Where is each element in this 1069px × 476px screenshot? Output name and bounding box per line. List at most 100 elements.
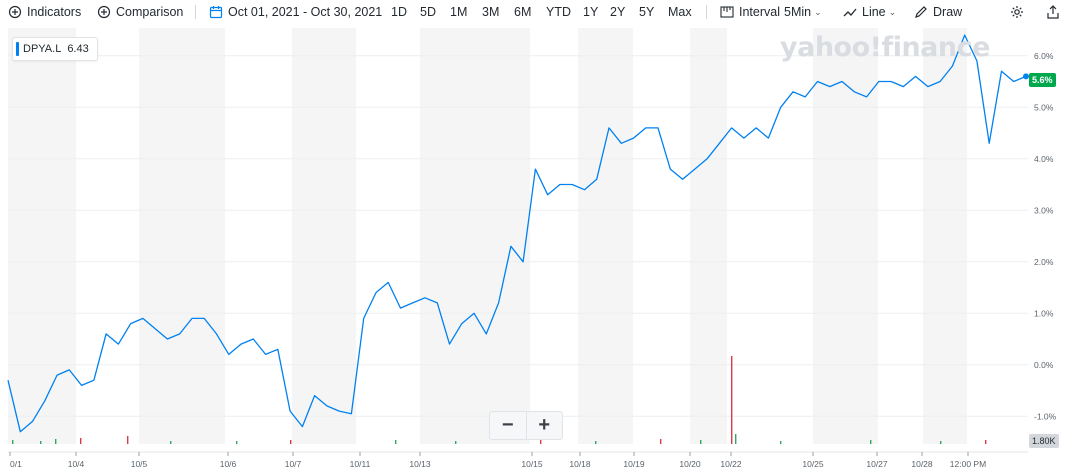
x-tick-label: 10/13 [409,459,431,469]
symbol-ticker: DPYA.L [23,43,62,55]
day-band [690,28,727,444]
chevron-down-icon: ⌄ [888,6,897,17]
interval-value: 5Min [784,5,812,19]
x-tick-label: 10/15 [521,459,543,469]
day-band [420,28,530,444]
plus-circle-icon [97,5,111,19]
volume-bar [700,440,702,444]
zoom-in-button[interactable]: + [538,414,551,436]
volume-bar [290,440,292,444]
pencil-icon [914,5,928,19]
day-band [923,28,967,444]
range-2y-button[interactable]: 2Y [610,5,626,19]
chart-toolbar: Indicators Comparison Oct 01, 2021 - Oct… [0,0,1069,24]
comparison-button[interactable]: Comparison [97,0,183,24]
interval-select[interactable]: Interval 5Min ⌄ [720,0,822,24]
volume-bar [595,441,597,444]
volume-bar [735,434,737,444]
volume-bar [127,436,129,444]
volume-bar [870,440,872,444]
symbol-value: 6.43 [67,43,89,55]
range-1d-button[interactable]: 1D [391,5,407,19]
volume-bar [780,441,782,444]
x-tick-label: 10/28 [911,459,933,469]
range-6m-button[interactable]: 6M [514,5,532,19]
indicators-button[interactable]: Indicators [8,0,81,24]
range-ytd-button[interactable]: YTD [546,5,571,19]
volume-bar [395,440,397,444]
comparison-label: Comparison [116,5,184,19]
x-tick-label: 10/22 [720,459,742,469]
share-icon [1046,5,1060,19]
line-chart-icon [843,5,857,19]
share-button[interactable] [1046,0,1065,24]
y-tick-label: -1.0% [1034,411,1057,421]
day-band [8,28,76,444]
x-tick-label: 10/20 [679,459,701,469]
range-5d-button[interactable]: 5D [420,5,436,19]
y-tick-label: 1.0% [1034,308,1054,318]
y-tick-label: 5.0% [1034,102,1054,112]
watermark-logo: yahoo!finance [780,32,990,63]
symbol-legend[interactable]: DPYA.L 6.43 [12,37,98,61]
volume-bar [540,440,542,444]
volume-bar [940,441,942,444]
volume-bar [170,441,172,444]
volume-bar [731,356,733,444]
y-tick-label: 3.0% [1034,205,1054,215]
x-tick-label: 10/27 [866,459,888,469]
y-tick-label: 0.0% [1034,360,1054,370]
x-tick-label: 10/7 [285,459,302,469]
range-1y-button[interactable]: 1Y [583,5,599,19]
toolbar-divider [195,5,196,19]
chart-type-label: Line [862,5,886,19]
x-tick-label: 10/19 [623,459,645,469]
date-range-label: Oct 01, 2021 - Oct 30, 2021 [228,5,383,19]
indicators-label: Indicators [27,5,82,19]
volume-bar [236,441,238,444]
volume-bar [40,441,42,444]
price-line [7,34,1027,433]
toolbar-divider [706,5,707,19]
day-band [139,28,225,444]
day-band [813,28,878,444]
volume-bar [80,438,82,444]
y-tick-label: 2.0% [1034,257,1054,267]
price-chart[interactable]: 6.0% 5.0% 4.0% 3.0% 2.0% 1.0% 0.0% -1.0% 0/1 10/… [0,28,1069,476]
calendar-icon [209,5,223,19]
day-band [292,28,356,444]
range-1m-button[interactable]: 1M [450,5,468,19]
draw-label: Draw [933,5,963,19]
y-tick-label: 4.0% [1034,154,1054,164]
chart-type-select[interactable]: Line ⌄ [843,0,896,24]
draw-button[interactable]: Draw [914,0,962,24]
last-value-badge: 5.6% [1029,73,1056,87]
day-band [578,28,633,444]
settings-button[interactable] [1010,0,1029,24]
volume-bar [12,440,14,444]
volume-badge: 1.80K [1029,434,1059,448]
x-tick-label: 10/25 [802,459,824,469]
x-tick-label: 10/18 [569,459,591,469]
volume-bar [455,441,457,444]
range-3m-button[interactable]: 3M [482,5,500,19]
x-tick-label: 10/6 [220,459,237,469]
chart-area[interactable]: 6.0% 5.0% 4.0% 3.0% 2.0% 1.0% 0.0% -1.0% 0/1 10/… [0,28,1069,476]
chevron-down-icon: ⌄ [814,6,822,17]
y-tick-label: 6.0% [1034,51,1054,61]
date-range-button[interactable]: Oct 01, 2021 - Oct 30, 2021 [209,0,382,24]
volume-bar [985,440,987,444]
x-tick-label: 12:00 PM [950,459,986,469]
range-max-button[interactable]: Max [668,5,692,19]
zoom-out-button[interactable]: − [490,412,527,439]
x-tick-label: 0/1 [10,459,22,469]
gear-icon [1010,5,1024,19]
x-tick-label: 10/11 [350,459,371,469]
volume-bar [55,439,57,444]
x-tick-label: 10/5 [131,459,148,469]
range-5y-button[interactable]: 5Y [639,5,655,19]
plus-circle-icon [8,5,22,19]
x-tick-label: 10/4 [68,459,85,469]
interval-label: Interval [739,5,780,19]
candle-interval-icon [720,5,734,19]
